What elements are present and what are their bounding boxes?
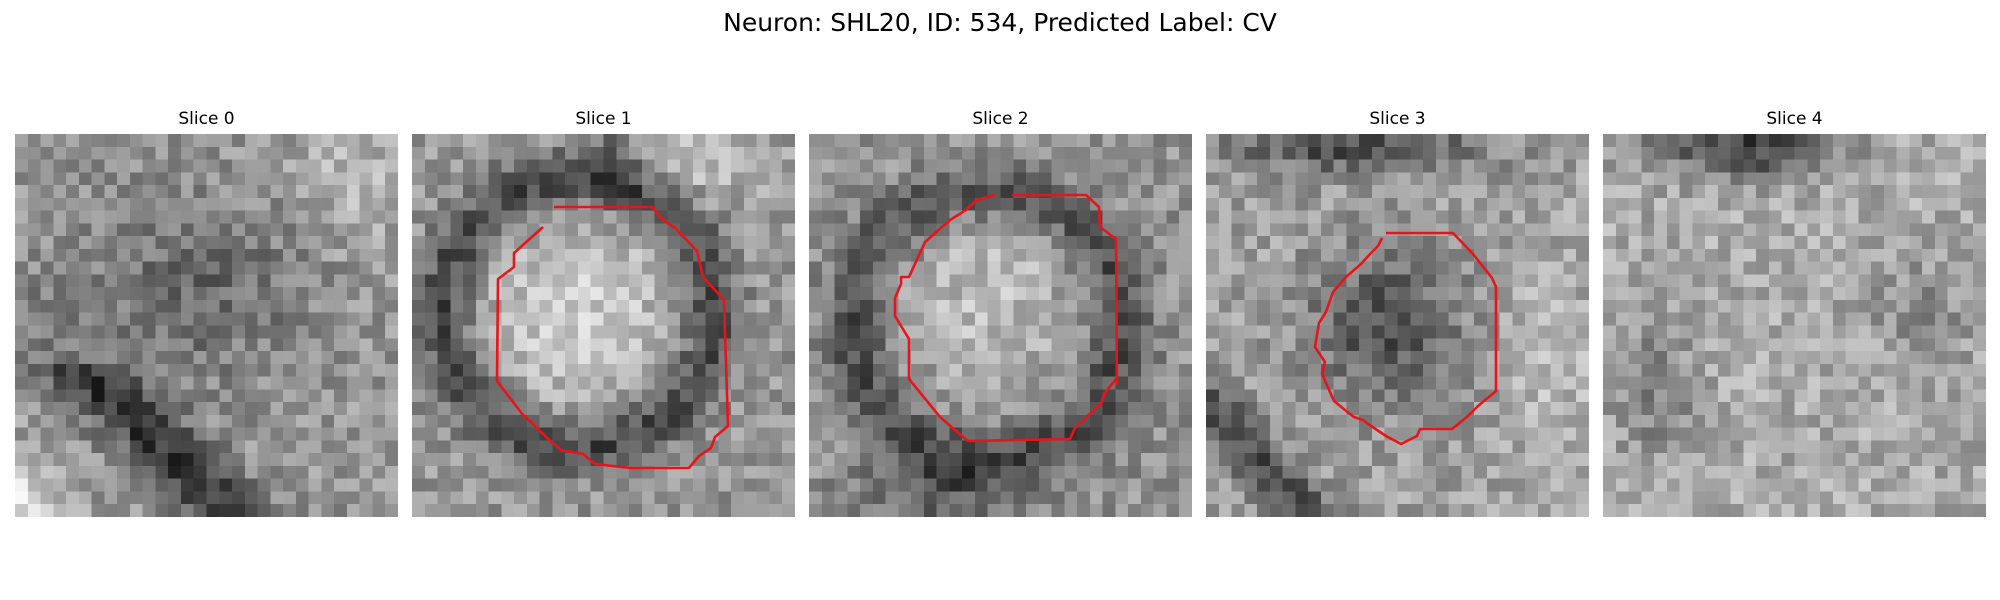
slice-1-contour-overlay	[495, 205, 730, 470]
slice-2-pixels	[809, 134, 1192, 517]
slice-4-title: Slice 4	[1766, 109, 1823, 129]
slice-3-pixels	[1206, 134, 1589, 517]
slice-0-pixels	[15, 134, 398, 517]
slice-3-title: Slice 3	[1369, 109, 1426, 129]
slice-1-pixels	[412, 134, 795, 517]
slice-4-pixels	[1603, 134, 1986, 517]
slice-0-image	[15, 134, 398, 517]
slice-1-title: Slice 1	[575, 109, 632, 129]
slice-4-image	[1603, 134, 1986, 517]
slice-1-image	[412, 134, 795, 517]
slice-3-contour	[1313, 231, 1498, 446]
slice-2-title: Slice 2	[972, 109, 1029, 129]
slice-3-contour-overlay	[1313, 231, 1498, 446]
slice-2-contour-overlay	[893, 193, 1119, 443]
figure-title: Neuron: SHL20, ID: 534, Predicted Label:…	[723, 8, 1277, 37]
slice-3-image	[1206, 134, 1589, 517]
slice-2-image	[809, 134, 1192, 517]
slice-2-contour	[893, 193, 1119, 443]
slice-1-contour	[495, 205, 730, 470]
slice-0-title: Slice 0	[178, 109, 235, 129]
